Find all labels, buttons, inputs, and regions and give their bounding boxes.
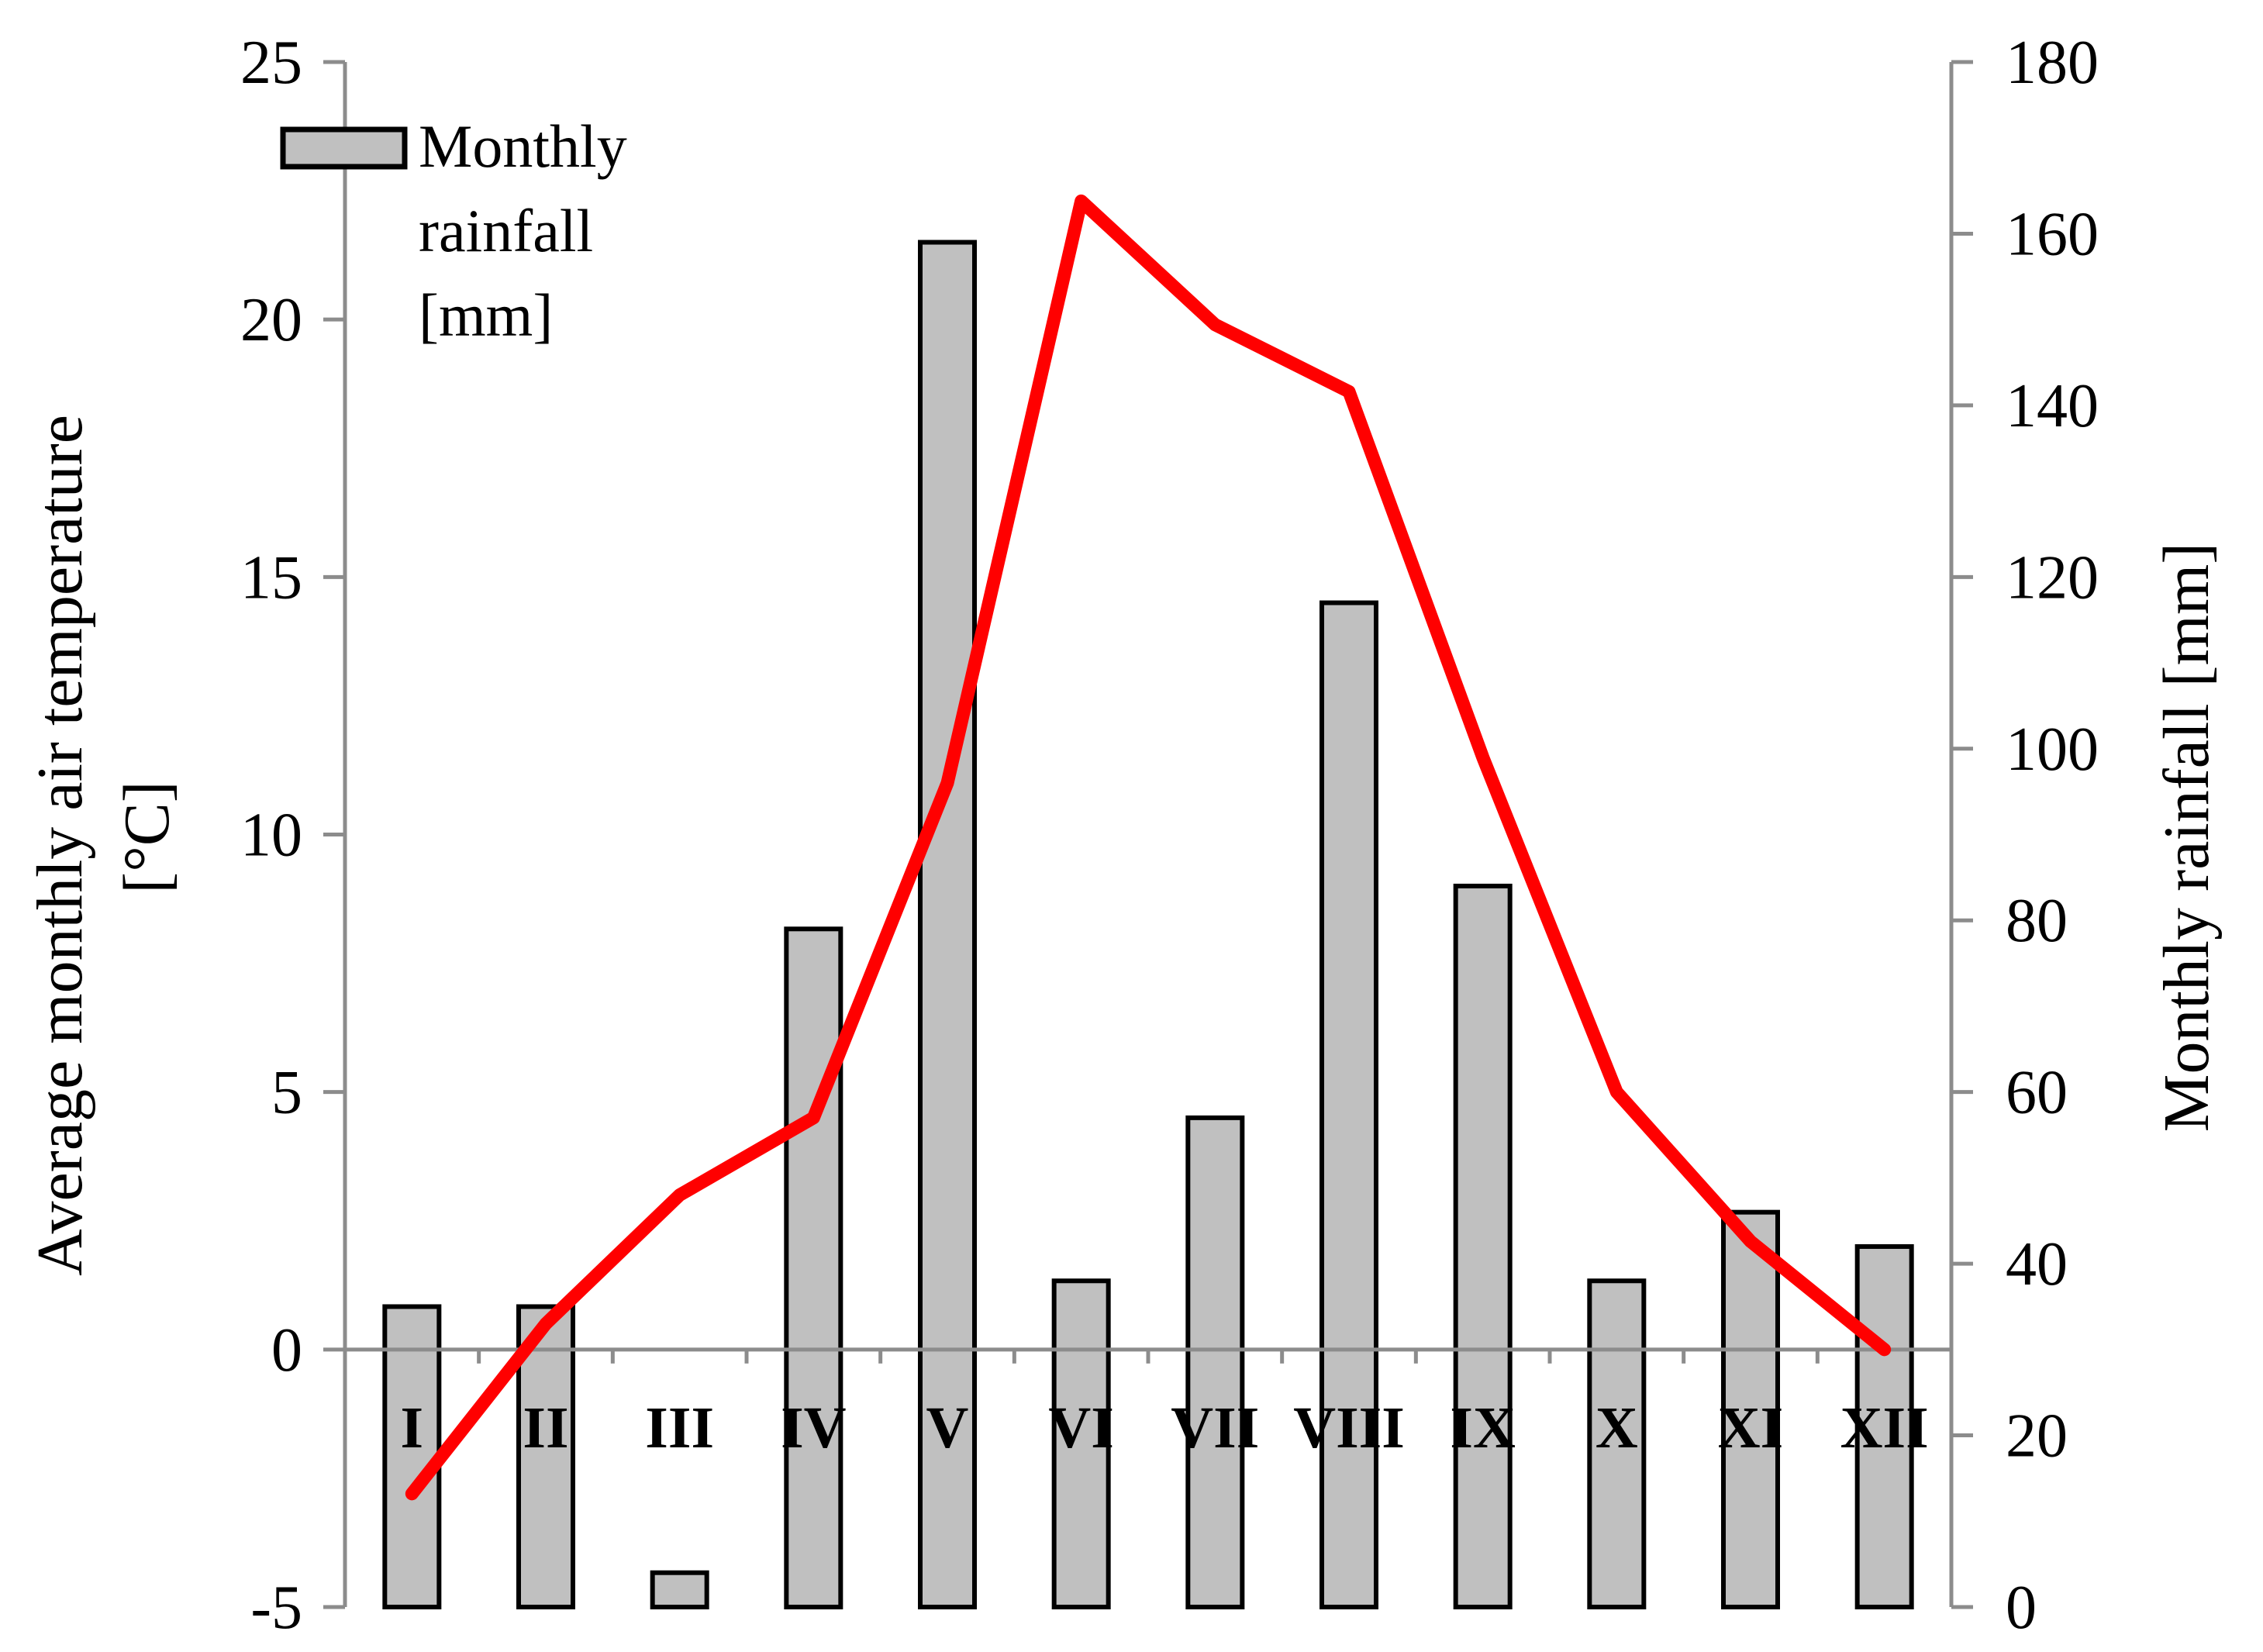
month-label-X: X bbox=[1595, 1395, 1638, 1461]
left-tick-label: 5 bbox=[271, 1059, 302, 1127]
right-tick-label: 100 bbox=[2006, 716, 2099, 784]
right-tick-label: 0 bbox=[2006, 1574, 2037, 1642]
left-tick-label: -5 bbox=[250, 1574, 302, 1642]
left-tick-label: 25 bbox=[240, 29, 302, 97]
month-label-I: I bbox=[401, 1395, 424, 1461]
month-label-II: II bbox=[523, 1395, 568, 1461]
right-tick-label: 180 bbox=[2006, 29, 2099, 97]
rainfall-bar-IV bbox=[784, 926, 843, 1609]
right-tick-label: 20 bbox=[2006, 1402, 2068, 1471]
rainfall-bar-VIII bbox=[1320, 600, 1378, 1609]
rainfall-bar-XII bbox=[1854, 1243, 1914, 1609]
rainfall-bar-III bbox=[650, 1570, 709, 1609]
right-tick-label: 160 bbox=[2006, 200, 2099, 268]
rainfall-bar-VII bbox=[1185, 1115, 1245, 1609]
x-minor-ticks bbox=[343, 1349, 1954, 1364]
rainfall-bar-XI bbox=[1721, 1209, 1780, 1609]
rainfall-bar-IX bbox=[1453, 883, 1513, 1609]
left-tick-label: 10 bbox=[240, 802, 302, 870]
right-axis-title: Monthly rainfall [mm] bbox=[2151, 543, 2223, 1133]
month-label-III: III bbox=[645, 1395, 714, 1461]
right-tick-label: 60 bbox=[2006, 1059, 2068, 1127]
left-axis-title-line-1: Average monthly air temperature bbox=[24, 415, 96, 1276]
rainfall-bar-VI bbox=[1051, 1278, 1111, 1610]
right-axis-ticks: 0 20 40 60 80 100 120 140 160 180 bbox=[1951, 29, 2099, 1642]
rainfall-bar-V bbox=[918, 240, 977, 1609]
legend-label-line-1: Monthly bbox=[419, 112, 627, 180]
temperature-line bbox=[405, 194, 1892, 1501]
right-tick-label: 80 bbox=[2006, 887, 2068, 955]
left-axis-ticks: -5 0 5 10 15 20 25 bbox=[240, 29, 345, 1642]
legend-label: Monthly rainfall [mm] bbox=[419, 112, 642, 349]
left-axis-title: Average monthly air temperature [°C] bbox=[24, 398, 183, 1276]
legend-label-line-2: rainfall bbox=[419, 197, 593, 264]
left-tick-label: 0 bbox=[271, 1316, 302, 1385]
rainfall-bar-X bbox=[1587, 1278, 1647, 1610]
month-label-IV: IV bbox=[781, 1395, 847, 1461]
month-label-VI: VI bbox=[1048, 1395, 1113, 1461]
month-label-XI: XI bbox=[1718, 1395, 1783, 1461]
bars-group bbox=[382, 240, 1914, 1610]
legend: Monthly rainfall [mm] bbox=[280, 112, 642, 349]
legend-swatch bbox=[280, 126, 408, 170]
month-label-IX: IX bbox=[1450, 1395, 1515, 1461]
month-label-V: V bbox=[926, 1395, 969, 1461]
month-label-VII: VII bbox=[1171, 1395, 1259, 1461]
month-labels: I II III IV V VI VII VIII IX X XI XII bbox=[401, 1395, 1929, 1461]
right-tick-label: 120 bbox=[2006, 543, 2099, 612]
left-tick-label: 20 bbox=[240, 286, 302, 354]
legend-label-line-3: [mm] bbox=[419, 281, 553, 349]
left-axis-title-line-2: [°C] bbox=[111, 781, 183, 894]
left-tick-label: 15 bbox=[240, 543, 302, 612]
right-tick-label: 40 bbox=[2006, 1230, 2068, 1298]
rainfall-bar-I bbox=[382, 1304, 442, 1609]
month-label-XII: XII bbox=[1840, 1395, 1929, 1461]
month-label-VIII: VIII bbox=[1293, 1395, 1405, 1461]
right-tick-label: 140 bbox=[2006, 372, 2099, 440]
